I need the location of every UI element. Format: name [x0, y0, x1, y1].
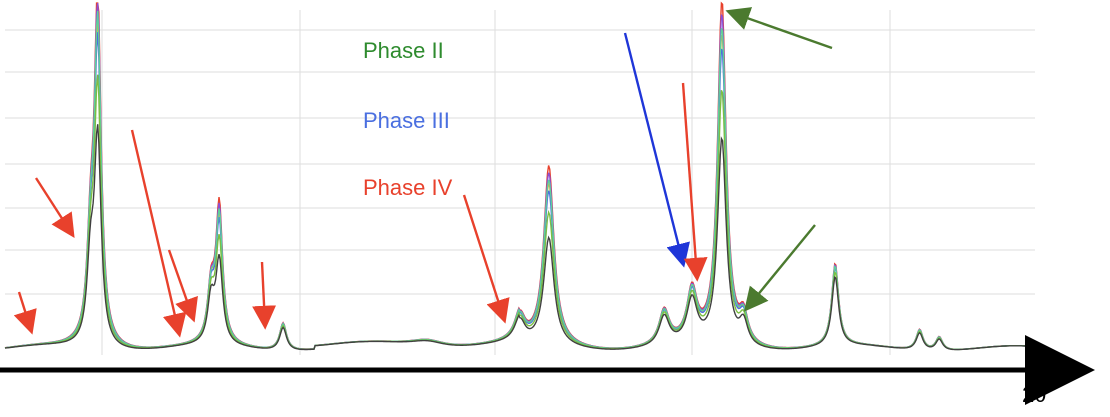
- annotation-arrow-1: [34, 177, 75, 239]
- annotation-arrow-0: [13, 291, 37, 335]
- annotation-arrow-5: [462, 194, 510, 324]
- series-lines: [4, 1, 1036, 351]
- annotation-arrow-9: [743, 224, 816, 312]
- x-axis: 2θ: [0, 335, 1095, 407]
- series-line-2: [4, 3, 1036, 351]
- annotation-arrow-8: [725, 7, 833, 50]
- series-line-3: [4, 32, 1036, 351]
- series-line-4: [4, 10, 1036, 351]
- annotation-arrow-2: [130, 129, 187, 338]
- annotation-arrow-3: [167, 249, 198, 323]
- annotation-arrow-6: [623, 32, 690, 268]
- series-line-5: [4, 74, 1036, 351]
- annotation-arrow-7: [681, 82, 708, 282]
- legend-entry-phase-iv: Phase IV: [363, 175, 453, 200]
- legend-entry-phase-ii: Phase II: [363, 38, 444, 63]
- series-line-6: [4, 124, 1036, 351]
- series-line-1: [4, 17, 1036, 351]
- x-axis-label: 2θ: [1022, 382, 1046, 407]
- series-line-0: [4, 1, 1036, 350]
- legend-entry-phase-iii: Phase III: [363, 108, 450, 133]
- legend: Phase II Phase III Phase IV: [363, 38, 453, 200]
- gridlines: [5, 10, 1035, 355]
- annotation-arrow-4: [252, 261, 277, 330]
- annotation-arrows: [13, 7, 833, 338]
